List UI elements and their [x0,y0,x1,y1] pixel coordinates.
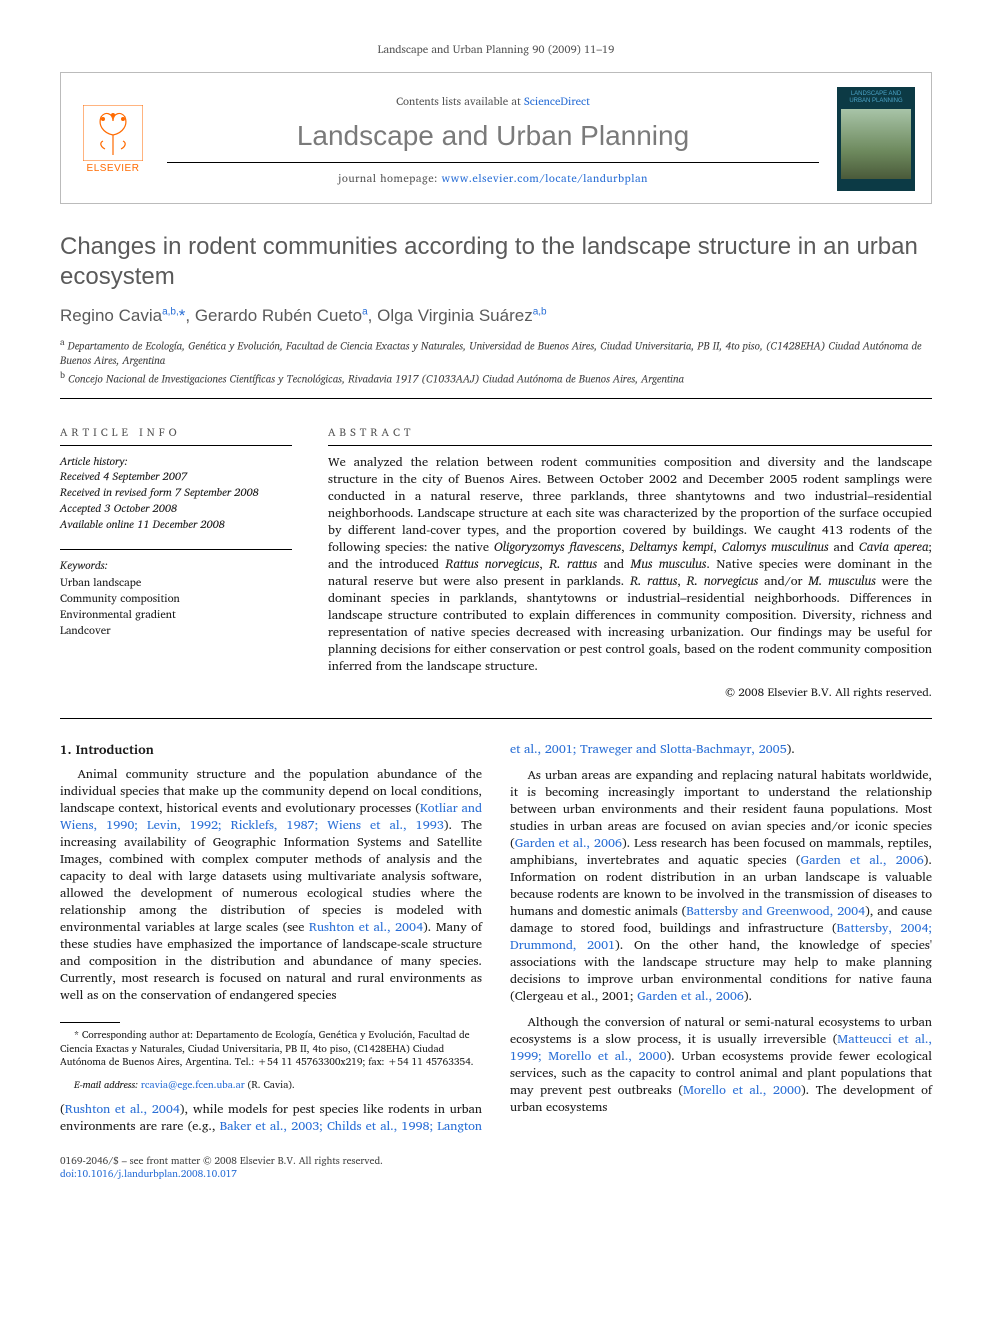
abstract-text: We analyzed the relation between rodent … [328,454,932,675]
corresponding-author-footnote: * Corresponding author at: Departamento … [60,1029,482,1070]
body-para-3: Although the conversion of natural or se… [510,1014,932,1116]
citation-link[interactable]: Garden et al., 2006 [515,833,622,853]
contents-line: Contents lists available at ScienceDirec… [167,92,819,110]
citation-link[interactable]: Rushton et al., 2004 [309,917,423,937]
cover-image [841,109,911,179]
body-para-2: As urban areas are expanding and replaci… [510,767,932,1005]
homepage-line: journal homepage: www.elsevier.com/locat… [167,169,819,187]
email-footnote: E-mail address: rcavia@ege.fcen.uba.ar (… [60,1079,482,1093]
citation-link[interactable]: Morello et al., 2000 [683,1080,801,1100]
affiliation-a: a Departamento de Ecología, Genética y E… [60,336,932,367]
banner-center: Contents lists available at ScienceDirec… [167,92,819,187]
journal-banner: ELSEVIER Contents lists available at Sci… [60,72,932,204]
journal-cover: LANDSCAPE AND URBAN PLANNING [837,87,915,191]
authors: Regino Caviaa,b,*, Gerardo Rubén Cuetoa,… [60,306,932,326]
running-head: Landscape and Urban Planning 90 (2009) 1… [60,40,932,58]
citation-link[interactable]: Garden et al., 2006 [637,986,744,1006]
citation-link[interactable]: Battersby, 2004; Drummond, 2001 [510,918,932,955]
citation-link[interactable]: Garden et al., 2006 [800,850,923,870]
section-number: 1. [60,738,72,760]
cover-title: LANDSCAPE AND URBAN PLANNING [841,91,911,105]
citation-link[interactable]: Kotliar and Wiens, 1990; Levin, 1992; Ri… [60,798,482,835]
affiliations: a Departamento de Ecología, Genética y E… [60,336,932,386]
body-columns: 1. Introduction Animal community structu… [60,741,932,1136]
keywords-label: Keywords: [60,558,292,574]
homepage-prefix: journal homepage: [338,169,441,187]
citation-link[interactable]: Rushton et al., 2004 [65,1099,180,1119]
journal-name: Landscape and Urban Planning [167,120,819,152]
footer: 0169-2046/$ – see front matter © 2008 El… [60,1155,932,1181]
email-link[interactable]: rcavia@ege.fcen.uba.ar [141,1077,245,1093]
keyword: Landcover [60,623,292,639]
email-label: E-mail address: [74,1077,141,1093]
body-para-1: Animal community structure and the popul… [60,766,482,1004]
homepage-link[interactable]: www.elsevier.com/locate/landurbplan [442,169,648,187]
publisher-name: ELSEVIER [87,163,140,174]
affiliation-b: b Concejo Nacional de Investigaciones Ci… [60,369,932,386]
elsevier-tree-icon [83,105,143,161]
abstract-label: ABSTRACT [328,423,932,446]
copyright-line: © 2008 Elsevier B.V. All rights reserved… [328,683,932,702]
doi-link[interactable]: doi:10.1016/j.landurbplan.2008.10.017 [60,1166,237,1182]
section-title: Introduction [76,738,154,760]
keywords: Keywords: Urban landscape Community comp… [60,558,292,639]
history-line: Available online 11 December 2008 [60,515,225,533]
article-title: Changes in rodent communities according … [60,232,932,292]
section-heading: 1. Introduction [60,741,482,759]
citation-link[interactable]: Morello et al., 2000 [548,1046,666,1066]
abstract-column: ABSTRACT We analyzed the relation betwee… [328,423,932,702]
article-history: Article history: Received 4 September 20… [60,454,292,534]
article-info-column: ARTICLE INFO Article history: Received 4… [60,423,292,702]
contents-prefix: Contents lists available at [396,92,524,110]
article-info-label: ARTICLE INFO [60,423,292,446]
sciencedirect-link[interactable]: ScienceDirect [524,92,590,110]
publisher-logo: ELSEVIER [77,99,149,179]
email-tail: (R. Cavia). [245,1077,295,1093]
